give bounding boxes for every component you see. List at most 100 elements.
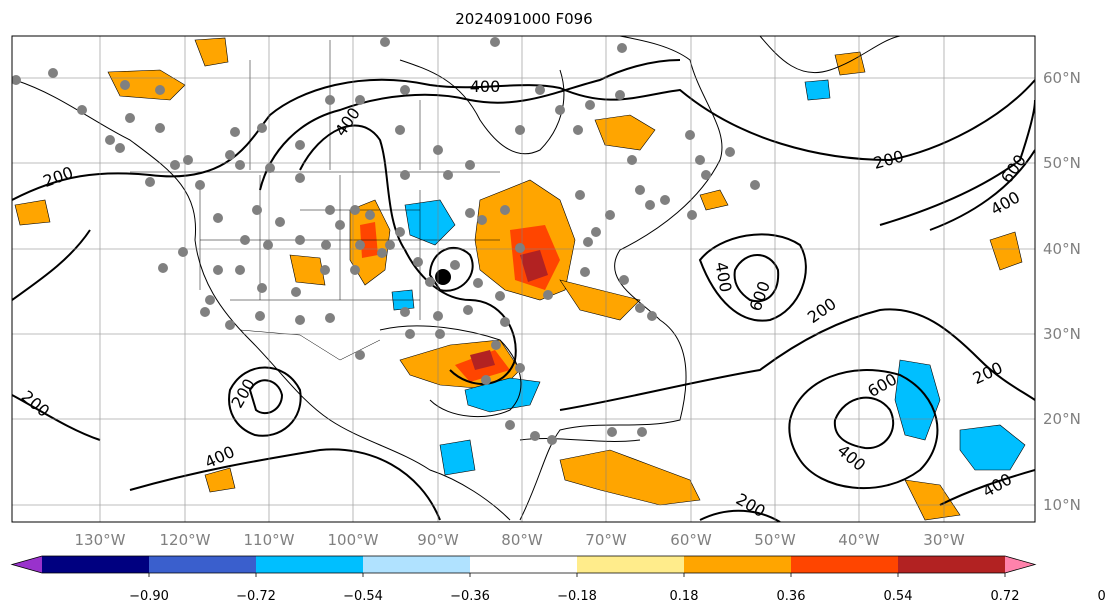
contour-low-pacific-inner [248, 379, 284, 415]
station-marker [473, 278, 483, 288]
shaded-region-rockies [289, 254, 326, 286]
station-marker [235, 265, 245, 275]
contours [12, 59, 1035, 522]
station-marker [263, 240, 273, 250]
station-marker [515, 243, 525, 253]
darkred-region-gulf [470, 350, 495, 370]
station-marker [500, 205, 510, 215]
station-marker [573, 125, 583, 135]
blue-shading [391, 79, 1026, 476]
longitude-label: 130°W [75, 531, 126, 549]
longitude-label: 80°W [501, 531, 543, 549]
contour-trough [299, 124, 517, 385]
station-marker [615, 90, 625, 100]
colorbar-segment [363, 556, 471, 573]
station-marker [325, 95, 335, 105]
blue-region-central-america [439, 439, 476, 476]
station-marker [205, 295, 215, 305]
longitude-label: 70°W [585, 531, 627, 549]
station-marker [400, 170, 410, 180]
station-marker [155, 123, 165, 133]
station-marker [660, 195, 670, 205]
station-marker [627, 155, 637, 165]
station-marker [291, 287, 301, 297]
longitude-label: 90°W [417, 531, 459, 549]
station-marker [325, 313, 335, 323]
longitude-label: 60°W [670, 531, 712, 549]
station-marker [77, 105, 87, 115]
colorbar-segment [791, 556, 899, 573]
longitude-label: 50°W [754, 531, 796, 549]
colorbar-tick-label: 0.18 [670, 589, 699, 604]
station-marker [481, 375, 491, 385]
latitude-label: 20°N [1043, 410, 1081, 428]
station-marker [365, 210, 375, 220]
darkred-region-virginia [520, 250, 548, 282]
blue-region-labrador-sea [804, 79, 831, 101]
colorbar-segment [149, 556, 257, 573]
shaded-region-east-atlantic [989, 231, 1023, 271]
colorbar-segment [256, 556, 364, 573]
station-marker [515, 363, 525, 373]
station-marker [252, 205, 262, 215]
station-marker [637, 427, 647, 437]
station-marker [687, 210, 697, 220]
latitude-label: 40°N [1043, 240, 1081, 258]
station-marker [619, 275, 629, 285]
colorbar-segment [684, 556, 792, 573]
station-marker [380, 37, 390, 47]
station-marker [295, 235, 305, 245]
station-marker [547, 435, 557, 445]
station-marker [635, 185, 645, 195]
colorbar-ticks: −0.90 −0.72 −0.54 −0.36 −0.18 0.18 0.36 0.54 0.7… [129, 573, 1105, 604]
station-marker [515, 125, 525, 135]
station-marker [477, 215, 487, 225]
station-marker [195, 180, 205, 190]
map-frame [11, 35, 1036, 523]
station-marker [377, 248, 387, 258]
latitude-labels: 60°N 50°N 40°N 30°N 20°N 10°N [1043, 69, 1081, 514]
shaded-region-east-pacific [204, 467, 236, 493]
shaded-region-pacific [14, 199, 51, 226]
station-marker [355, 350, 365, 360]
station-marker [350, 205, 360, 215]
station-marker [530, 431, 540, 441]
station-marker [48, 68, 58, 78]
station-marker [750, 180, 760, 190]
shaded-region-alaska [107, 69, 186, 101]
station-marker [275, 217, 285, 227]
station-marker [725, 147, 735, 157]
station-marker [355, 95, 365, 105]
station-marker [265, 163, 275, 173]
station-marker [465, 208, 475, 218]
station-marker [355, 240, 365, 250]
station-marker [240, 235, 250, 245]
contour-400-southwest [129, 448, 441, 521]
longitude-labels: 130°W 120°W 110°W 100°W 90°W 80°W 70°W 60°W 50°W… [75, 531, 965, 549]
station-marker [607, 427, 617, 437]
contour-400-southeast [939, 469, 1035, 506]
station-marker [400, 307, 410, 317]
station-marker [425, 277, 435, 287]
station-marker [500, 317, 510, 327]
shaded-region-hudson [594, 114, 656, 151]
station-marker [213, 265, 223, 275]
station-marker [647, 311, 657, 321]
contour-400-south-high [788, 369, 939, 490]
station-marker [645, 200, 655, 210]
colorbar-outline [10, 555, 1037, 574]
contour-200-south-edge [699, 509, 781, 522]
blue-region-mid-atlantic [894, 359, 941, 441]
station-marker [491, 340, 501, 350]
station-marker [12, 75, 21, 85]
contour-low-center [428, 246, 474, 292]
colorbar [10, 555, 1037, 574]
station-marker [543, 290, 553, 300]
station-marker [575, 190, 585, 200]
colorbar-tick-label: −0.36 [450, 589, 490, 604]
colorbar-tick-label: −0.54 [343, 589, 383, 604]
colorbar-tick-label: 0.90 [1098, 589, 1105, 604]
contour-600-atlantic-high [733, 254, 780, 303]
colorbar-low-extension [12, 556, 42, 573]
